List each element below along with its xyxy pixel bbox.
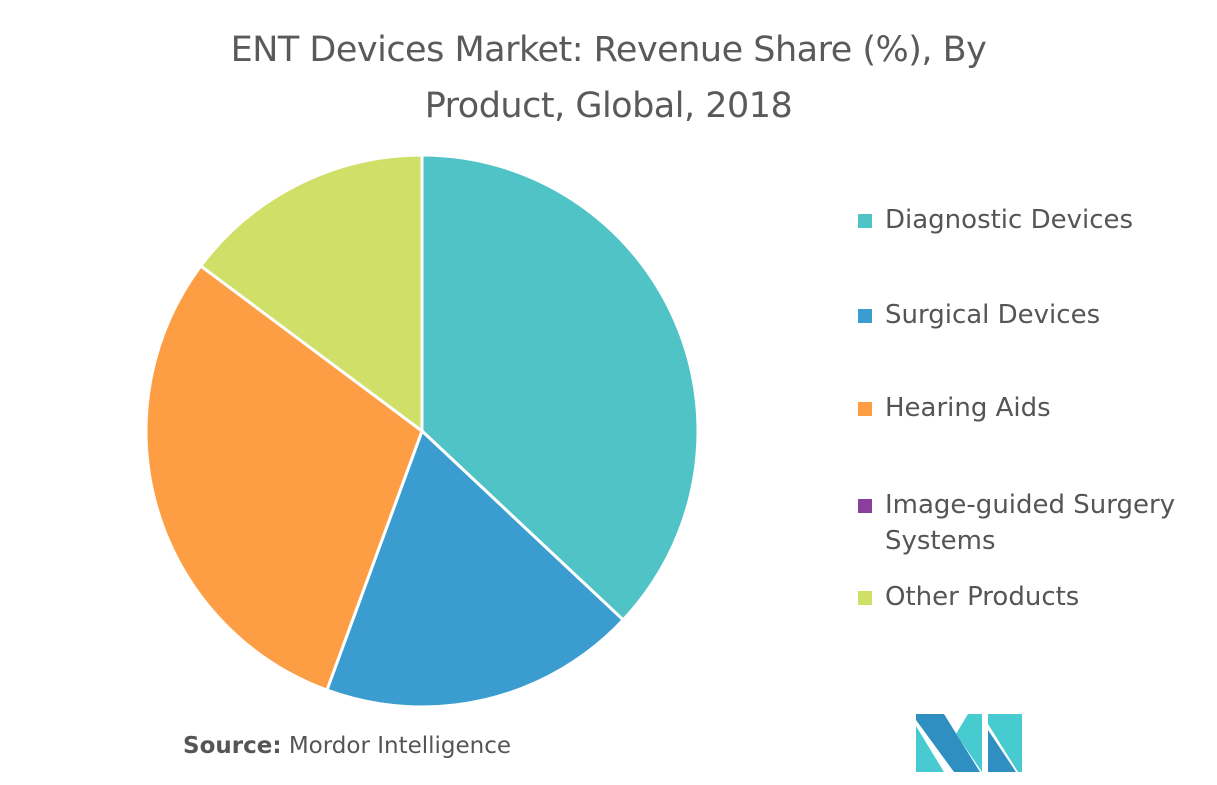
- source-text: Mordor Intelligence: [281, 733, 512, 759]
- pie-slice-diagnostic-devices: [420, 153, 700, 623]
- chart-title-line-2: Product, Global, 2018: [424, 86, 793, 126]
- legend-swatch: [858, 214, 872, 228]
- legend-label-line: Other Products: [885, 582, 1080, 612]
- legend-label: Hearing Aids: [885, 390, 1051, 426]
- legend-swatch: [858, 499, 872, 513]
- pie-slice-hearing-aids: [144, 263, 424, 693]
- source-note: Source: Mordor Intelligence: [183, 733, 511, 759]
- legend-label-line: Diagnostic Devices: [885, 205, 1134, 235]
- legend-label-line: Systems: [885, 526, 996, 556]
- legend-label: Diagnostic Devices: [885, 202, 1133, 238]
- chart-title: ENT Devices Market: Revenue Share (%), B…: [0, 22, 1217, 134]
- legend-label: Image-guided Surgery Systems: [885, 487, 1175, 559]
- mordor-intelligence-logo: [916, 714, 1022, 772]
- legend-label-line: Hearing Aids: [885, 393, 1051, 423]
- source-label: Source:: [183, 733, 282, 759]
- legend-label: Surgical Devices: [885, 297, 1100, 333]
- legend-swatch: [858, 591, 872, 605]
- legend-label-line: Surgical Devices: [885, 300, 1101, 330]
- legend-swatch: [858, 309, 872, 323]
- pie-slice-surgical-devices: [324, 428, 626, 709]
- legend-label-line: Image-guided Surgery: [885, 490, 1176, 520]
- legend-label: Other Products: [885, 579, 1079, 615]
- legend-swatch: [858, 402, 872, 416]
- chart-title-line-1: ENT Devices Market: Revenue Share (%), B…: [230, 30, 987, 70]
- pie-slice-other-products: [198, 153, 424, 434]
